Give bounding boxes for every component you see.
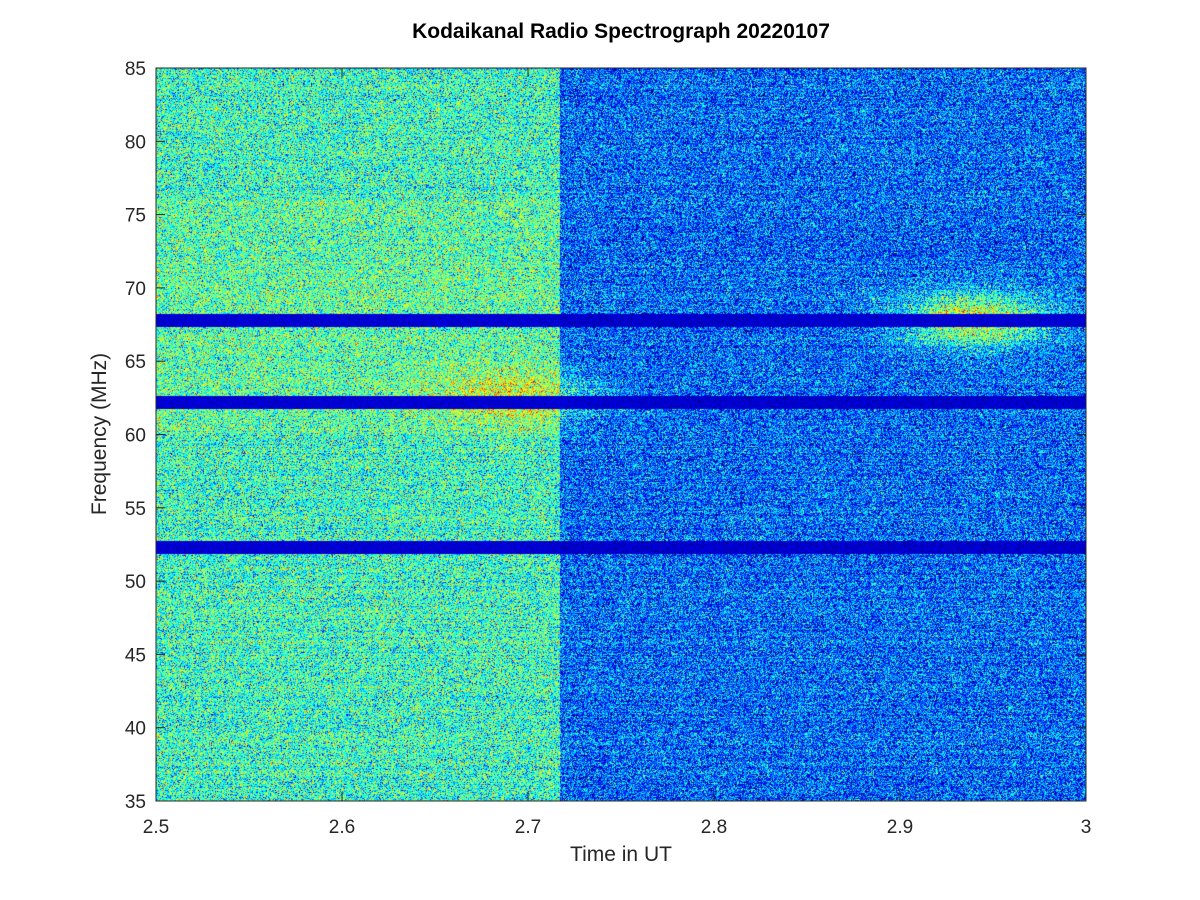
y-tick-label: 55 xyxy=(125,499,146,520)
spectrogram-heatmap xyxy=(156,68,1086,801)
y-tick-label: 80 xyxy=(125,132,146,153)
y-tick-label: 65 xyxy=(125,352,146,373)
x-axis-label: Time in UT xyxy=(570,843,672,866)
y-tick-label: 85 xyxy=(125,59,146,80)
y-axis-label: Frequency (MHz) xyxy=(88,353,111,515)
x-tick-label: 2.8 xyxy=(701,817,727,838)
y-tick-label: 60 xyxy=(125,426,146,447)
axes-box xyxy=(155,67,1087,802)
y-tick-label: 45 xyxy=(125,645,146,666)
x-tick-label: 2.9 xyxy=(887,817,913,838)
y-axis: 35 40 45 50 55 60 65 70 75 80 85 xyxy=(125,59,1086,813)
x-tick-label: 3 xyxy=(1081,817,1092,838)
y-tick-label: 40 xyxy=(125,719,146,740)
y-tick-label: 75 xyxy=(125,206,146,227)
plot-frame xyxy=(155,67,1087,802)
x-tick-label: 2.7 xyxy=(515,817,541,838)
x-axis: 2.5 2.6 2.7 2.8 2.9 3 xyxy=(143,68,1092,838)
x-tick-label: 2.5 xyxy=(143,817,169,838)
y-tick-label: 50 xyxy=(125,572,146,593)
y-tick-label: 35 xyxy=(125,792,146,813)
x-tick-label: 2.6 xyxy=(329,817,355,838)
y-tick-label: 70 xyxy=(125,279,146,300)
chart-title: Kodaikanal Radio Spectrograph 20220107 xyxy=(412,20,830,43)
